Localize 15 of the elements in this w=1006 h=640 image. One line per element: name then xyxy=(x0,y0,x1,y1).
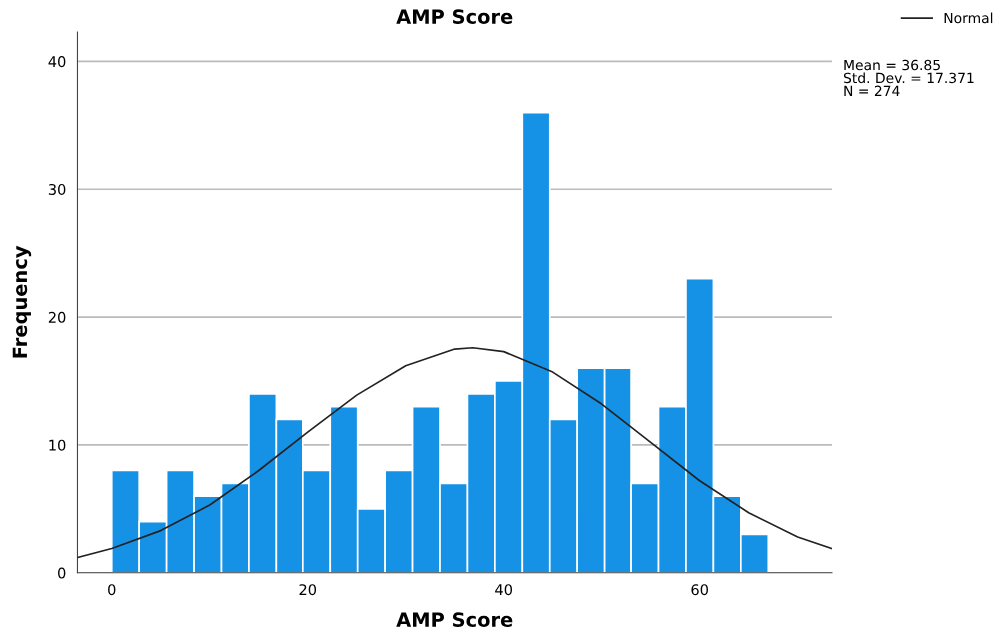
y-tick-label: 30 xyxy=(48,183,66,195)
y-tick-label: 0 xyxy=(58,567,66,579)
y-tick-label: 20 xyxy=(48,311,66,323)
x-tick-label: 40 xyxy=(495,584,513,596)
y-axis-title: Frequency xyxy=(12,245,32,358)
chart-title: AMP Score xyxy=(396,9,513,24)
legend-label: Normal xyxy=(944,12,993,24)
x-tick-label: 60 xyxy=(691,584,708,596)
y-tick-label: 40 xyxy=(48,56,66,68)
x-tick-label: 20 xyxy=(299,584,317,596)
line-series xyxy=(77,346,832,559)
x-axis-title: AMP Score xyxy=(396,612,513,627)
text: Mean = 36.85 Std. Dev. = 17.371 N = 274 xyxy=(843,59,974,96)
x-tick-label: 0 xyxy=(108,584,116,596)
y-tick-label: 10 xyxy=(49,439,66,451)
